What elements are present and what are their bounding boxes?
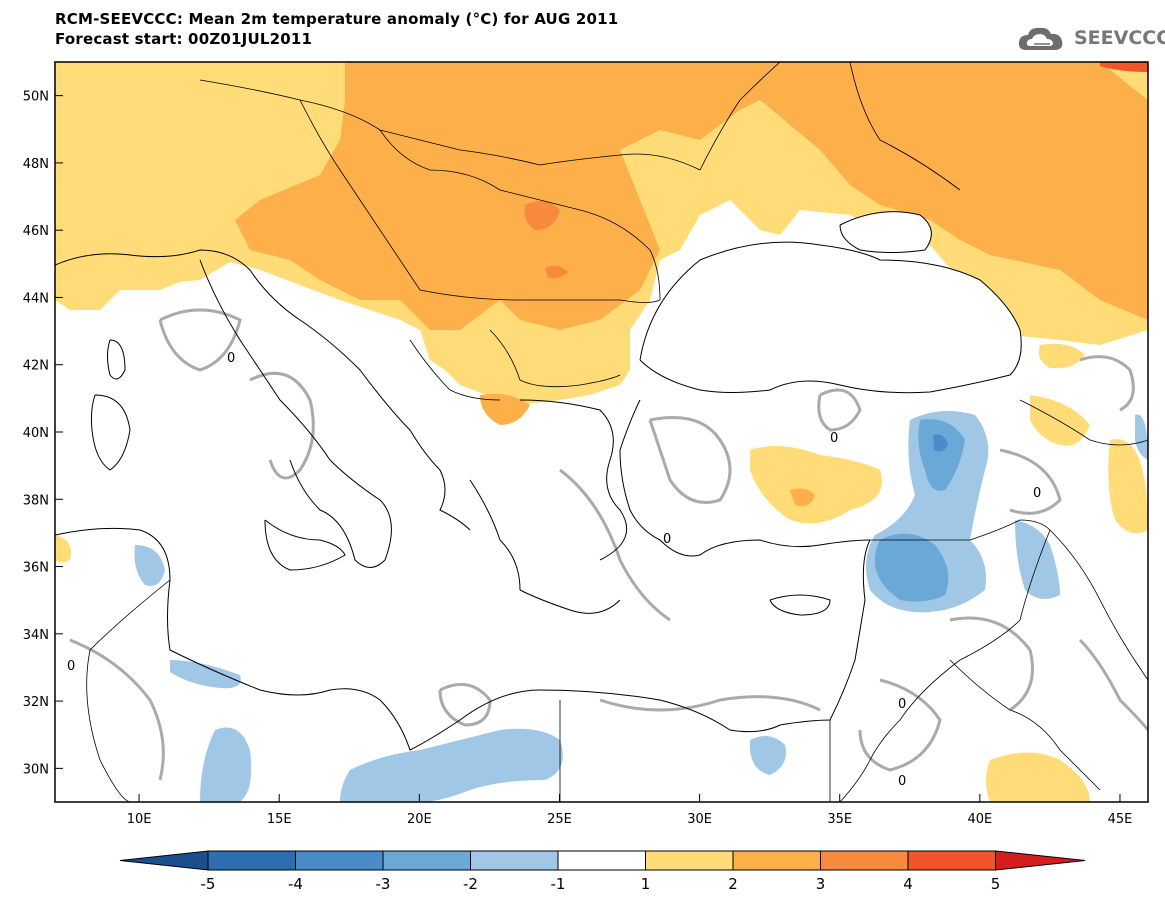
x-tick-label: 20E — [407, 812, 432, 827]
colorbar-label: -3 — [376, 875, 391, 893]
y-tick-label: 48N — [23, 157, 49, 172]
anomaly-area-minus2to-3 — [874, 533, 949, 602]
y-tick-label: 44N — [23, 291, 49, 306]
anomaly-area-1to2 — [986, 752, 1090, 802]
contour-label: 0 — [663, 532, 671, 547]
x-tick-label: 25E — [547, 812, 572, 827]
anomaly-area-minus2to-3 — [918, 419, 965, 491]
anomaly-area-minus1to-2 — [134, 545, 165, 586]
anomaly-area-2to3 — [1000, 205, 1148, 300]
anomaly-area-3to4 — [545, 265, 568, 279]
anomaly-area-minus1to-2 — [1015, 520, 1060, 599]
contour-label: 0 — [898, 697, 906, 712]
anomaly-area-minus1to-2 — [749, 736, 786, 775]
anomaly-area-2to3 — [235, 62, 1148, 330]
x-tick-label: 30E — [687, 812, 712, 827]
coastlines — [55, 211, 1022, 751]
x-tick-label: 45E — [1108, 812, 1133, 827]
y-axis: 30N 32N 34N 36N 38N 40N 42N 44N 46N 48N 50N — [23, 90, 63, 777]
colorbar-label: -2 — [463, 875, 478, 893]
colorbar-arrow-high — [995, 850, 1086, 871]
country-borders — [86, 62, 1148, 802]
x-axis: 10E 15E 20E 25E 30E 35E 40E 45E — [127, 794, 1133, 827]
anomaly-area-3to4 — [524, 201, 560, 230]
map-title: RCM-SEEVCCC: Mean 2m temperature anomaly… — [55, 10, 619, 28]
y-tick-label: 50N — [23, 90, 49, 105]
colorbar-segment — [470, 850, 559, 871]
colorbar-label: -4 — [288, 875, 303, 893]
y-tick-label: 38N — [23, 493, 49, 508]
colorbar-label: 3 — [816, 875, 826, 893]
contour-label: 0 — [67, 659, 75, 674]
colorbar-label: -1 — [551, 875, 566, 893]
cloud-logo-icon — [1018, 27, 1063, 50]
zero-contours — [69, 308, 1148, 781]
y-tick-label: 42N — [23, 359, 49, 374]
anomaly-area-1to2 — [1108, 439, 1148, 534]
contour-label: 0 — [830, 431, 838, 446]
anomaly-area-minus3to-4 — [933, 434, 948, 452]
colorbar-segment — [382, 850, 471, 871]
forecast-start-label: Forecast start: 00Z01JUL2011 — [55, 30, 313, 48]
colorbar-label: 5 — [991, 875, 1001, 893]
colorbar-segment — [732, 850, 821, 871]
colorbar: -5 -4 -3 -2 -1 1 2 3 4 5 — [119, 850, 1086, 893]
y-tick-label: 34N — [23, 628, 49, 643]
colorbar-segment — [645, 850, 734, 871]
y-tick-label: 46N — [23, 224, 49, 239]
colorbar-label: 1 — [641, 875, 651, 893]
y-tick-label: 30N — [23, 762, 49, 777]
anomaly-area-2to3 — [480, 393, 530, 425]
colorbar-label: 4 — [903, 875, 913, 893]
black-sea — [640, 241, 1022, 393]
contour-label: 0 — [1033, 486, 1041, 501]
contour-label: 0 — [227, 351, 235, 366]
colorbar-label: -5 — [201, 875, 216, 893]
anomaly-area-minus1to-2 — [340, 728, 563, 802]
anomaly-area-1to2 — [55, 535, 71, 563]
colorbar-segment — [557, 850, 646, 871]
map-fill — [55, 62, 1148, 802]
anomaly-area-minus1to-2 — [170, 660, 241, 689]
anomaly-area-minus1to-2 — [200, 727, 252, 802]
colorbar-arrow-low — [119, 850, 209, 871]
anomaly-area-1to2 — [1038, 343, 1085, 369]
anomaly-area-1to2 — [750, 446, 882, 524]
anomaly-area-2to3 — [790, 488, 815, 507]
anomaly-area-minus1to-2 — [1135, 414, 1148, 460]
anomaly-area-4to5 — [1100, 62, 1148, 72]
colorbar-label: 2 — [728, 875, 738, 893]
colorbar-segment — [820, 850, 909, 871]
colorbar-segment — [207, 850, 296, 871]
colorbar-segment — [295, 850, 384, 871]
colorbar-segment — [907, 850, 996, 871]
logo-text: SEEVCCC — [1074, 27, 1165, 49]
azov-sea — [840, 211, 932, 253]
y-tick-label: 32N — [23, 695, 49, 710]
x-tick-label: 15E — [267, 812, 292, 827]
anomaly-area-1to2 — [1030, 395, 1090, 446]
x-tick-label: 10E — [127, 812, 152, 827]
x-tick-label: 35E — [827, 812, 852, 827]
y-tick-label: 40N — [23, 426, 49, 441]
y-tick-label: 36N — [23, 561, 49, 576]
contour-label: 0 — [898, 774, 906, 789]
x-tick-label: 40E — [967, 812, 992, 827]
